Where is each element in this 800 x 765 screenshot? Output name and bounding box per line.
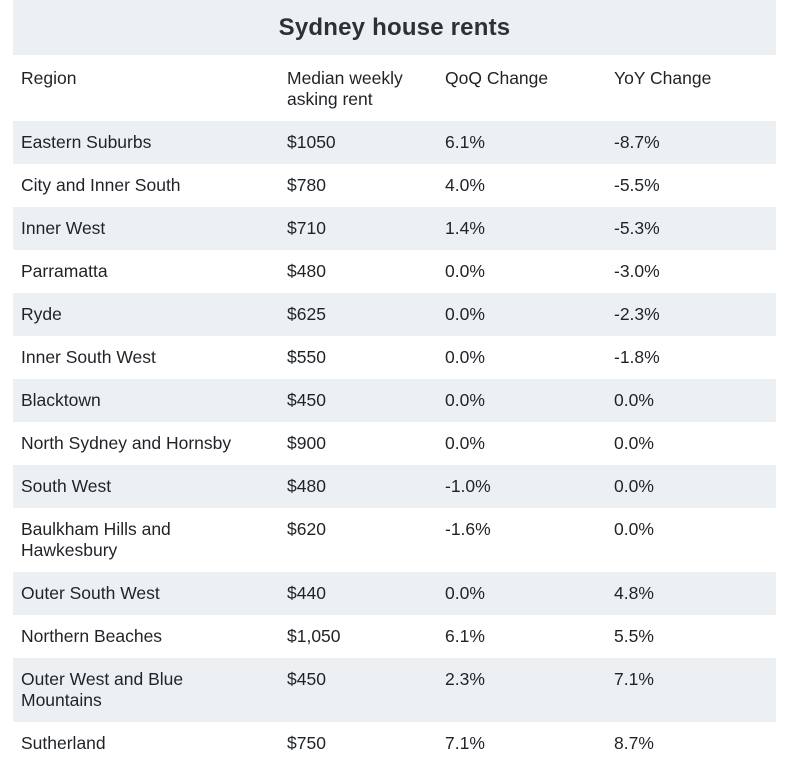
cell-yoy: -8.7%: [614, 132, 660, 152]
cell-yoy: -3.0%: [614, 261, 660, 281]
cell-yoy: 5.5%: [614, 626, 654, 646]
table-header-row: Region Median weekly asking rent QoQ Cha…: [13, 55, 776, 121]
cell-qoq: 0.0%: [445, 390, 485, 410]
cell-region: City and Inner South: [21, 175, 181, 195]
cell-region: Inner West: [21, 218, 106, 238]
table-row: Ryde $625 0.0% -2.3%: [13, 293, 776, 336]
cell-qoq: -1.6%: [445, 519, 491, 539]
cell-rent: $480: [287, 476, 326, 496]
table-row: Sutherland $750 7.1% 8.7%: [13, 722, 776, 765]
table-row: Baulkham Hills and Hawkesbury $620 -1.6%…: [13, 508, 776, 572]
cell-rent: $750: [287, 733, 326, 753]
cell-rent: $780: [287, 175, 326, 195]
table-row: Outer West and Blue Mountains $450 2.3% …: [13, 658, 776, 722]
table-row: Outer South West $440 0.0% 4.8%: [13, 572, 776, 615]
cell-region: Inner South West: [21, 347, 156, 367]
table-row: Parramatta $480 0.0% -3.0%: [13, 250, 776, 293]
cell-rent: $550: [287, 347, 326, 367]
cell-rent: $900: [287, 433, 326, 453]
table-title: Sydney house rents: [278, 13, 511, 41]
cell-qoq: 0.0%: [445, 433, 485, 453]
cell-qoq: 0.0%: [445, 583, 485, 603]
cell-region: Parramatta: [21, 261, 108, 281]
cell-qoq: 0.0%: [445, 347, 485, 367]
cell-region: Ryde: [21, 304, 62, 324]
cell-yoy: -5.3%: [614, 218, 660, 238]
cell-region: Outer South West: [21, 583, 160, 603]
cell-qoq: 6.1%: [445, 626, 485, 646]
cell-qoq: 2.3%: [445, 669, 485, 689]
cell-rent: $480: [287, 261, 326, 281]
cell-yoy: 0.0%: [614, 519, 654, 539]
cell-yoy: 7.1%: [614, 669, 654, 689]
header-qoq-change: QoQ Change: [445, 68, 549, 88]
cell-region: Baulkham Hills and Hawkesbury: [21, 519, 171, 560]
cell-region: South West: [21, 476, 112, 496]
cell-qoq: 0.0%: [445, 261, 485, 281]
cell-yoy: -5.5%: [614, 175, 660, 195]
table-row: City and Inner South $780 4.0% -5.5%: [13, 164, 776, 207]
header-median-rent: Median weekly asking rent: [287, 68, 403, 109]
cell-rent: $440: [287, 583, 326, 603]
table-row: North Sydney and Hornsby $900 0.0% 0.0%: [13, 422, 776, 465]
cell-region: Blacktown: [21, 390, 101, 410]
table-row: Blacktown $450 0.0% 0.0%: [13, 379, 776, 422]
table-title-bar: Sydney house rents: [13, 0, 776, 55]
header-region: Region: [21, 68, 77, 88]
table-row: Inner West $710 1.4% -5.3%: [13, 207, 776, 250]
cell-qoq: 7.1%: [445, 733, 485, 753]
cell-qoq: 0.0%: [445, 304, 485, 324]
cell-yoy: -2.3%: [614, 304, 660, 324]
table-row: Eastern Suburbs $1050 6.1% -8.7%: [13, 121, 776, 164]
cell-qoq: -1.0%: [445, 476, 491, 496]
cell-yoy: -1.8%: [614, 347, 660, 367]
cell-qoq: 1.4%: [445, 218, 485, 238]
cell-region: North Sydney and Hornsby: [21, 433, 232, 453]
cell-rent: $450: [287, 669, 326, 689]
cell-yoy: 0.0%: [614, 433, 654, 453]
rents-table: Sydney house rents Region Median weekly …: [13, 0, 776, 765]
cell-region: Sutherland: [21, 733, 106, 753]
cell-region: Outer West and Blue Mountains: [21, 669, 184, 710]
cell-rent: $710: [287, 218, 326, 238]
cell-yoy: 0.0%: [614, 390, 654, 410]
cell-rent: $625: [287, 304, 326, 324]
cell-yoy: 4.8%: [614, 583, 654, 603]
cell-qoq: 4.0%: [445, 175, 485, 195]
cell-rent: $1050: [287, 132, 336, 152]
table-row: Inner South West $550 0.0% -1.8%: [13, 336, 776, 379]
header-yoy-change: YoY Change: [614, 68, 712, 88]
cell-rent: $1,050: [287, 626, 341, 646]
cell-region: Northern Beaches: [21, 626, 163, 646]
table-row: South West $480 -1.0% 0.0%: [13, 465, 776, 508]
cell-yoy: 0.0%: [614, 476, 654, 496]
cell-rent: $620: [287, 519, 326, 539]
table-row: Northern Beaches $1,050 6.1% 5.5%: [13, 615, 776, 658]
cell-qoq: 6.1%: [445, 132, 485, 152]
cell-yoy: 8.7%: [614, 733, 654, 753]
cell-region: Eastern Suburbs: [21, 132, 152, 152]
cell-rent: $450: [287, 390, 326, 410]
